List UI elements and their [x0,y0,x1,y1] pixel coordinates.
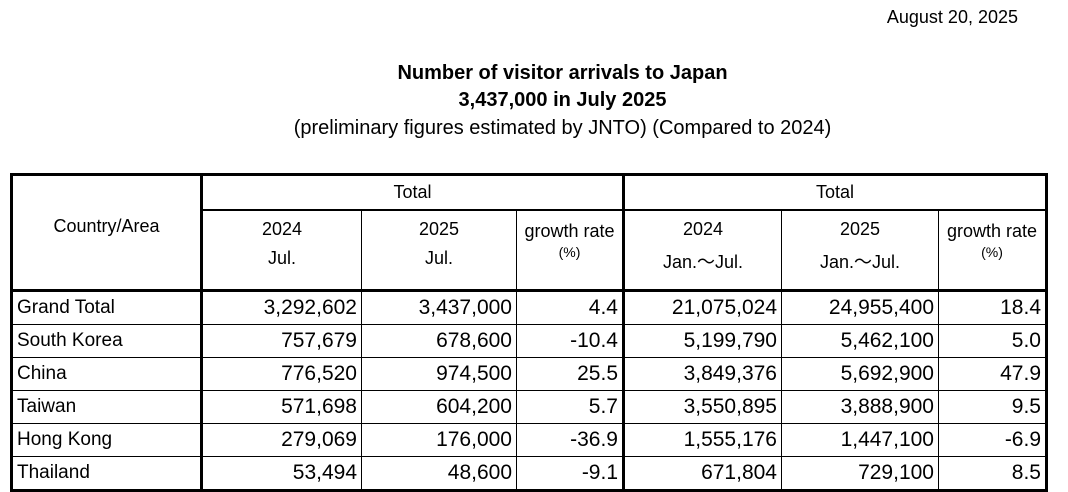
country-name: Hong Kong [11,423,202,457]
cell-m2025: 3,437,000 [361,290,517,325]
table-row: Grand Total 3,292,602 3,437,000 4.4 21,075,0… [11,290,1047,325]
cell-mgr: -36.9 [516,423,624,457]
country-name: Thailand [11,456,202,491]
cell-ygr: 47.9 [938,357,1047,391]
country-name: South Korea [11,324,202,358]
cell-m2025: 48,600 [361,456,517,491]
cell-y2024: 21,075,024 [622,290,782,325]
country-name: Grand Total [11,290,202,325]
cell-y2024: 5,199,790 [622,324,782,358]
cell-mgr: 25.5 [516,357,624,391]
cell-m2025: 678,600 [361,324,517,358]
header-2024-ytd: 2024 Jan.～Jul. [622,209,782,292]
cell-m2024: 53,494 [200,456,362,491]
cell-m2025: 604,200 [361,390,517,424]
cell-ygr: 5.0 [938,324,1047,358]
cell-mgr: 5.7 [516,390,624,424]
visitor-arrivals-table: Country/Area Total Total 2024 Jul. 2025 Ju… [10,173,1048,492]
cell-mgr: -10.4 [516,324,624,358]
cell-m2024: 3,292,602 [200,290,362,325]
cell-mgr: -9.1 [516,456,624,491]
cell-m2024: 776,520 [200,357,362,391]
table-row: China 776,520 974,500 25.5 3,849,376 5,692,90… [11,357,1047,391]
monthly-group-header: Total [200,174,624,211]
cell-y2024: 3,550,895 [622,390,782,424]
header-monthly-growth: growth rate (%) [516,209,624,292]
country-name: Taiwan [11,390,202,424]
cell-y2024: 1,555,176 [622,423,782,457]
cell-y2025: 5,462,100 [781,324,939,358]
cell-m2024: 571,698 [200,390,362,424]
cell-y2025: 5,692,900 [781,357,939,391]
header-2024-jul: 2024 Jul. [200,209,362,292]
country-name: China [11,357,202,391]
cell-y2025: 24,955,400 [781,290,939,325]
table-row: Taiwan 571,698 604,200 5.7 3,550,895 3,888,90… [11,390,1047,424]
header-2025-jul: 2025 Jul. [361,209,517,292]
table-row: Hong Kong 279,069 176,000 -36.9 1,555,176 1,4… [11,423,1047,457]
ytd-group-header: Total [622,174,1047,211]
header-2025-ytd: 2025 Jan.～Jul. [781,209,939,292]
subtitle: (preliminary figures estimated by JNTO) … [293,117,832,139]
cell-y2024: 671,804 [622,456,782,491]
cell-m2025: 176,000 [361,423,517,457]
cell-m2025: 974,500 [361,357,517,391]
cell-y2025: 3,888,900 [781,390,939,424]
cell-ygr: 18.4 [938,290,1047,325]
cell-y2025: 1,447,100 [781,423,939,457]
cell-y2024: 3,849,376 [622,357,782,391]
cell-ygr: 9.5 [938,390,1047,424]
table-row: Thailand 53,494 48,600 -9.1 671,804 729,100 8.… [11,456,1047,491]
headline: 3,437,000 in July 2025 [458,89,667,111]
header-ytd-growth: growth rate (%) [938,209,1047,292]
table-row: South Korea 757,679 678,600 -10.4 5,199,790 5… [11,324,1047,358]
cell-y2025: 729,100 [781,456,939,491]
cell-ygr: 8.5 [938,456,1047,491]
cell-m2024: 279,069 [200,423,362,457]
cell-ygr: -6.9 [938,423,1047,457]
cell-mgr: 4.4 [516,290,624,325]
cell-m2024: 757,679 [200,324,362,358]
page-title: Number of visitor arrivals to Japan [397,62,728,84]
country-header: Country/Area [11,174,202,292]
report-date: August 20, 2025 [886,7,1018,27]
